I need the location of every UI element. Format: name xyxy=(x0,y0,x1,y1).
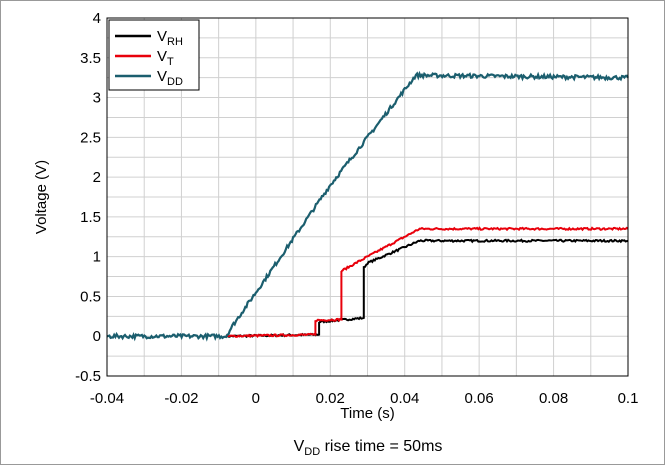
y-tick-label: 1.5 xyxy=(80,209,101,226)
legend-label-rh: VRH xyxy=(157,28,183,48)
caption-v: V xyxy=(294,438,305,455)
x-tick-label: 0 xyxy=(252,390,260,407)
y-axis-ticks: -0.5 0 0.5 1 1.5 2 2.5 3 3.5 4 xyxy=(75,10,101,385)
y-tick-label: 0 xyxy=(93,328,101,345)
chart-caption: VDD rise time = 50ms xyxy=(294,438,443,458)
y-tick-label: 3.5 xyxy=(80,50,101,67)
x-tick-label: 0.02 xyxy=(316,390,345,407)
x-tick-label: 0.08 xyxy=(539,390,568,407)
y-tick-label: 4 xyxy=(93,10,101,27)
y-tick-label: 0.5 xyxy=(80,288,101,305)
x-tick-label: 0.06 xyxy=(465,390,494,407)
y-tick-label: -0.5 xyxy=(75,368,101,385)
x-axis-label: Time (s) xyxy=(340,405,394,422)
series-line-rh xyxy=(225,238,629,339)
series-line-t xyxy=(225,226,629,339)
caption-sub: DD xyxy=(304,446,320,458)
x-tick-label: 0.04 xyxy=(390,390,419,407)
legend-label-dd: VDD xyxy=(157,68,183,88)
y-tick-label: 2.5 xyxy=(80,129,101,146)
x-tick-label: 0.1 xyxy=(618,390,639,407)
x-tick-label: -0.02 xyxy=(164,390,198,407)
caption-rest: rise time = 50ms xyxy=(320,438,442,455)
plot-border xyxy=(106,17,629,377)
y-tick-label: 2 xyxy=(93,169,101,186)
y-tick-label: 3 xyxy=(93,90,101,107)
x-tick-label: -0.04 xyxy=(90,390,124,407)
series-line-dd xyxy=(106,70,629,342)
y-tick-label: 1 xyxy=(93,249,101,266)
x-axis-ticks: -0.04 -0.02 0 0.02 0.04 0.06 0.08 0.1 xyxy=(90,390,639,407)
plot-area xyxy=(106,70,629,342)
y-axis-label: Voltage (V) xyxy=(33,160,50,234)
legend-label-t: VT xyxy=(157,48,174,68)
